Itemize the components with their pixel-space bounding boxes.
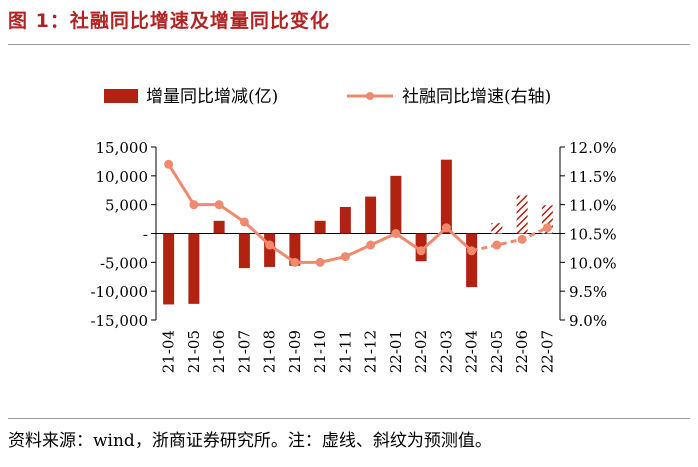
x-tick-label: 21-07 (235, 330, 253, 373)
x-tick-label: 21-05 (185, 330, 203, 373)
x-tick-label: 21-08 (261, 330, 279, 373)
legend-line-label: 社融同比增速(右轴) (402, 87, 551, 107)
left-tick-label: - (143, 226, 148, 244)
bar (466, 233, 478, 288)
source-divider (8, 418, 690, 419)
bar (365, 196, 377, 234)
x-tick-label: 22-02 (412, 330, 430, 373)
bar (188, 233, 200, 304)
right-tick-label: 11.5% (569, 168, 617, 186)
bar (213, 220, 225, 234)
bar (440, 159, 452, 234)
right-tick-label: 9.5% (569, 283, 607, 301)
line-point (416, 246, 426, 256)
x-tick-label: 22-05 (488, 330, 506, 373)
left-tick-label: 10,000 (96, 168, 149, 186)
right-tick-label: 9.0% (569, 312, 607, 330)
right-tick-label: 12.0% (569, 139, 617, 157)
line-point (492, 240, 502, 250)
line-point (239, 217, 249, 227)
x-tick-label: 21-09 (286, 330, 304, 373)
x-tick-label: 22-07 (538, 330, 556, 373)
bar (339, 206, 351, 234)
bar-series (163, 159, 553, 305)
x-tick-label: 21-06 (210, 330, 228, 373)
line-actual (167, 163, 473, 264)
line-point (164, 159, 174, 169)
bar-forecast (541, 205, 553, 234)
right-tick-label: 11.0% (569, 197, 617, 215)
x-tick-label: 22-03 (437, 330, 455, 373)
figure-title: 图 1：社融同比增速及增量同比变化 (8, 10, 330, 32)
bar (238, 233, 250, 269)
line-point (517, 234, 527, 244)
bar (390, 175, 402, 234)
x-tick-label: 21-11 (336, 330, 354, 373)
line-point (467, 246, 477, 256)
bar (314, 220, 326, 234)
left-tick-label: 15,000 (96, 139, 149, 157)
legend-line-marker (366, 92, 374, 100)
x-tick-label: 22-06 (513, 330, 531, 373)
left-tick-label: 5,000 (105, 197, 148, 215)
source-note: 资料来源：wind，浙商证券研究所。注：虚线、斜纹为预测值。 (8, 431, 492, 451)
bar (264, 233, 276, 267)
bar (163, 233, 175, 305)
line-point (391, 229, 401, 238)
line-point (542, 223, 552, 233)
line-point (290, 257, 300, 267)
left-tick-label: -10,000 (90, 283, 148, 301)
x-tick-label: 22-01 (387, 330, 405, 373)
line-series (164, 159, 552, 267)
left-tick-label: -15,000 (90, 312, 148, 330)
line-point (189, 200, 199, 210)
right-tick-label: 10.5% (569, 226, 617, 244)
line-point (265, 240, 275, 250)
line-forecast (471, 226, 548, 253)
x-axis-labels: 21-04 21-05 21-06 21-07 21-08 21-09 21-10 21-11… (160, 330, 557, 373)
bar-forecast (491, 223, 503, 234)
legend-bar-label: 增量同比增减(亿) (146, 87, 278, 107)
line-point (366, 240, 376, 250)
title-divider (8, 44, 690, 45)
legend: 增量同比增减(亿) 社融同比增速(右轴) (104, 87, 551, 107)
line-point (315, 257, 325, 267)
bar-forecast (516, 195, 528, 234)
line-point (214, 200, 224, 210)
bar (289, 233, 301, 266)
x-tick-label: 21-04 (160, 330, 178, 373)
x-tick-label: 21-10 (311, 330, 329, 373)
legend-bar-swatch (104, 89, 138, 103)
line-point (441, 223, 451, 233)
x-tick-label: 21-12 (362, 330, 380, 373)
line-point (340, 252, 350, 262)
x-tick-label: 22-04 (463, 330, 481, 373)
left-tick-label: -5,000 (100, 254, 148, 272)
right-tick-label: 10.0% (569, 254, 617, 272)
